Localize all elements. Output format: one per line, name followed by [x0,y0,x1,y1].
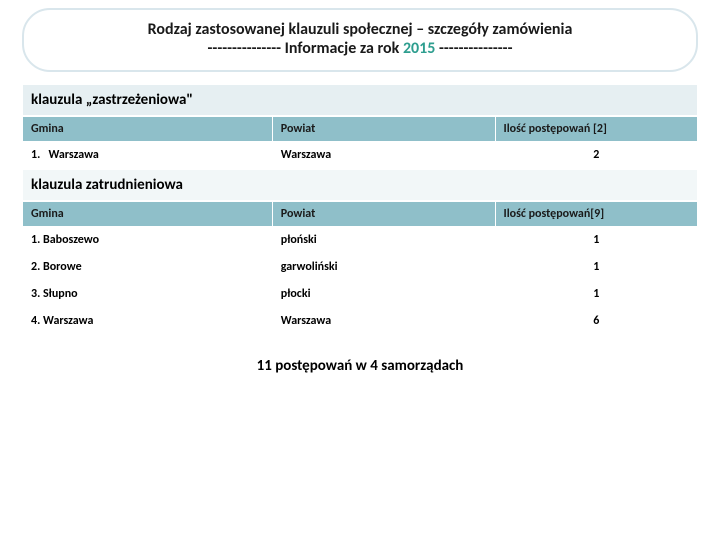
col-gmina: Gmina [23,117,273,142]
table-header-row: Gmina Powiat Ilość postępowań[9] [23,202,698,227]
page-subtitle: --------------- Informacje za rok 2015 -… [42,39,678,58]
table-row: 2. Borowe garwoliński 1 [23,254,698,281]
col-count: Ilość postępowań [2] [495,117,698,142]
subtitle-suffix: --------------- [435,39,512,58]
cell-powiat: Warszawa [272,308,495,335]
col-powiat: Powiat [272,117,495,142]
summary-text: 11 postępowań w 4 samorządach [0,357,720,375]
cell-gmina: 2. Borowe [23,254,273,281]
cell-count: 1 [495,254,698,281]
cell-count: 1 [495,281,698,308]
table-row: 3. Słupno płocki 1 [23,281,698,308]
cell-powiat: płocki [272,281,495,308]
table-row: 4. Warszawa Warszawa 6 [23,308,698,335]
table-row: 1. Warszawa Warszawa 2 [23,142,698,169]
cell-powiat: płoński [272,227,495,254]
cell-count: 1 [495,227,698,254]
cell-gmina: 1. Warszawa [23,142,273,169]
section2-title: klauzula zatrudnieniowa [22,169,698,201]
table-header-row: Gmina Powiat Ilość postępowań [2] [23,117,698,142]
section2-table: Gmina Powiat Ilość postępowań[9] 1. Babo… [22,201,698,335]
cell-gmina: 4. Warszawa [23,308,273,335]
cell-powiat: garwoliński [272,254,495,281]
title-box: Rodzaj zastosowanej klauzuli społecznej … [22,8,698,72]
cell-gmina: 1. Baboszewo [23,227,273,254]
section1-table: Gmina Powiat Ilość postępowań [2] 1. War… [22,116,698,169]
page-title: Rodzaj zastosowanej klauzuli społecznej … [42,20,678,39]
col-gmina: Gmina [23,202,273,227]
subtitle-prefix: --------------- Informacje za rok [208,39,403,58]
table-row: 1. Baboszewo płoński 1 [23,227,698,254]
year-highlight: 2015 [403,39,435,58]
cell-gmina: 3. Słupno [23,281,273,308]
col-powiat: Powiat [272,202,495,227]
cell-powiat: Warszawa [272,142,495,169]
cell-count: 2 [495,142,698,169]
col-count: Ilość postępowań[9] [495,202,698,227]
section1-title: klauzula „zastrzeżeniowa" [22,84,698,116]
cell-count: 6 [495,308,698,335]
